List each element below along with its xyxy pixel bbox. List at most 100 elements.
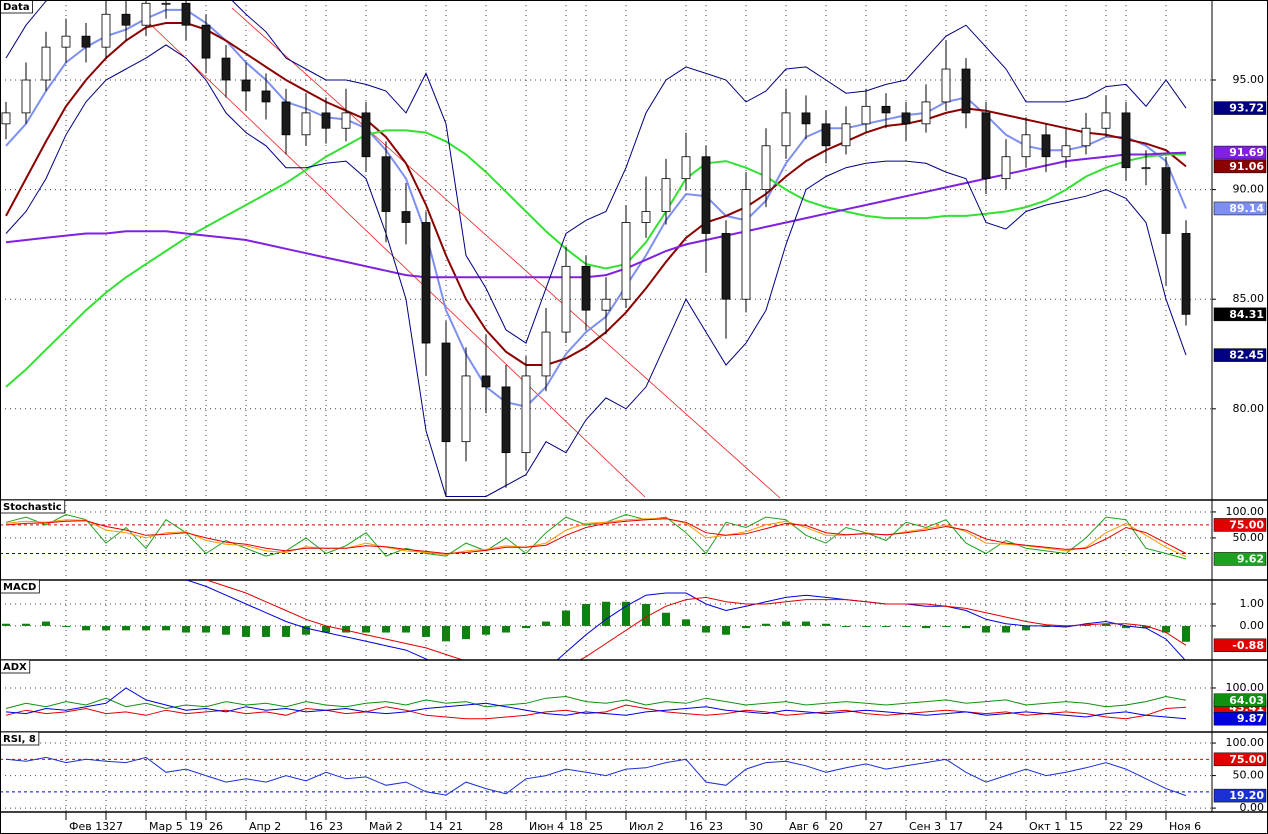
candle-body xyxy=(501,386,511,454)
candle-body xyxy=(261,90,271,103)
candle-body xyxy=(161,2,171,5)
candle-body xyxy=(981,112,991,180)
histogram-bar xyxy=(2,623,10,626)
histogram-bar xyxy=(182,625,190,633)
y-tick-label: 100.00 xyxy=(1226,681,1265,694)
histogram-bar xyxy=(1162,625,1170,633)
x-tick-label: 27 xyxy=(109,820,123,833)
y-tick-label: 85.00 xyxy=(1233,292,1265,305)
x-tick-label: 21 xyxy=(449,820,463,833)
histogram-bar xyxy=(962,625,970,629)
histogram-bar xyxy=(762,623,770,626)
value-badge-label: 9.87 xyxy=(1237,712,1264,725)
candle-body xyxy=(1081,127,1091,147)
histogram-bar xyxy=(222,625,230,635)
histogram-bar xyxy=(1142,625,1150,629)
candle-body xyxy=(121,13,131,26)
value-badge-label: 91.69 xyxy=(1229,146,1264,159)
histogram-bar xyxy=(362,625,370,633)
x-tick-label: 25 xyxy=(589,820,603,833)
candle-body xyxy=(1181,233,1191,315)
x-tick-label: 20 xyxy=(829,820,843,833)
series-line xyxy=(5,518,1187,555)
histogram-bar xyxy=(942,625,950,627)
histogram-bar xyxy=(1182,625,1190,642)
value-badge xyxy=(1213,752,1267,767)
x-tick-label: Окт 1 xyxy=(1029,820,1061,833)
candle-body xyxy=(41,46,51,81)
histogram-bar xyxy=(462,625,470,640)
x-tick-label: Мар 5 xyxy=(149,820,183,833)
series-line xyxy=(5,513,1187,560)
histogram-bar xyxy=(1042,625,1050,628)
candle-body xyxy=(1021,134,1031,158)
panel xyxy=(0,742,1212,809)
y-tick-label: 50.00 xyxy=(1233,531,1265,544)
candle-body xyxy=(1161,167,1171,234)
candle-body xyxy=(341,112,351,129)
histogram-bar xyxy=(862,625,870,627)
candle-body xyxy=(1121,112,1131,169)
candle-body xyxy=(801,112,811,125)
candle-body xyxy=(461,375,471,443)
x-tick-label: Авг 6 xyxy=(789,820,819,833)
value-badge xyxy=(1213,145,1267,160)
candle-body xyxy=(761,145,771,191)
panel-title-box xyxy=(0,579,40,594)
histogram-bar xyxy=(682,619,690,626)
histogram-bar xyxy=(402,625,410,633)
x-tick-label: 18 xyxy=(569,820,583,833)
series-line xyxy=(5,129,1186,388)
candle-body xyxy=(601,298,611,311)
candle-body xyxy=(841,123,851,147)
x-tick-label: 16 xyxy=(309,820,323,833)
candle-body xyxy=(1141,167,1151,170)
x-tick-label: 26 xyxy=(209,820,223,833)
y-tick-label: 95.00 xyxy=(1233,73,1265,86)
histogram-bar xyxy=(562,610,570,626)
candle-body xyxy=(621,222,631,300)
histogram-bar xyxy=(82,625,90,631)
histogram-bar xyxy=(322,625,330,633)
histogram-bar xyxy=(282,625,290,637)
x-tick-label: 27 xyxy=(869,820,883,833)
histogram-bar xyxy=(742,625,750,629)
candle-body xyxy=(21,79,31,114)
value-badge xyxy=(1213,552,1267,566)
trend-line xyxy=(231,7,781,499)
candle-body xyxy=(661,178,671,212)
y-tick-label: 1.00 xyxy=(1240,597,1265,610)
histogram-bar xyxy=(122,625,130,631)
value-badge-label: 91.06 xyxy=(1229,160,1264,173)
panel-title: Data xyxy=(3,2,30,13)
histogram-bar xyxy=(22,623,30,626)
histogram-bar xyxy=(522,625,530,629)
y-tick-label: 90.00 xyxy=(1233,183,1265,196)
y-tick-label: 0.00 xyxy=(1240,801,1265,814)
panel xyxy=(0,580,1212,660)
x-tick-label: Май 2 xyxy=(369,820,403,833)
candle-body xyxy=(681,156,691,180)
value-badge-label: 64.03 xyxy=(1229,694,1264,707)
candle-body xyxy=(301,112,311,136)
panel-title: Stochastic xyxy=(3,502,62,513)
candle-body xyxy=(1041,134,1051,158)
candle-body xyxy=(421,222,431,344)
x-tick-label: 28 xyxy=(489,820,503,833)
x-tick-label: Ноя 6 xyxy=(1169,820,1201,833)
value-badge-label: 75.00 xyxy=(1229,518,1264,531)
x-tick-label: 24 xyxy=(989,820,1003,833)
panel-title: RSI, 8 xyxy=(3,734,36,745)
panel xyxy=(0,0,1212,499)
panel-title-box xyxy=(0,659,31,674)
value-badge xyxy=(1213,201,1267,216)
x-tick-label: 15 xyxy=(1069,820,1083,833)
series-line xyxy=(205,580,1187,660)
candle-body xyxy=(361,112,371,158)
histogram-bar xyxy=(542,621,550,626)
histogram-bar xyxy=(882,625,890,627)
x-tick-label: Сен 3 xyxy=(909,820,941,833)
x-tick-label: Фев 13 xyxy=(69,820,109,833)
histogram-bar xyxy=(102,625,110,631)
